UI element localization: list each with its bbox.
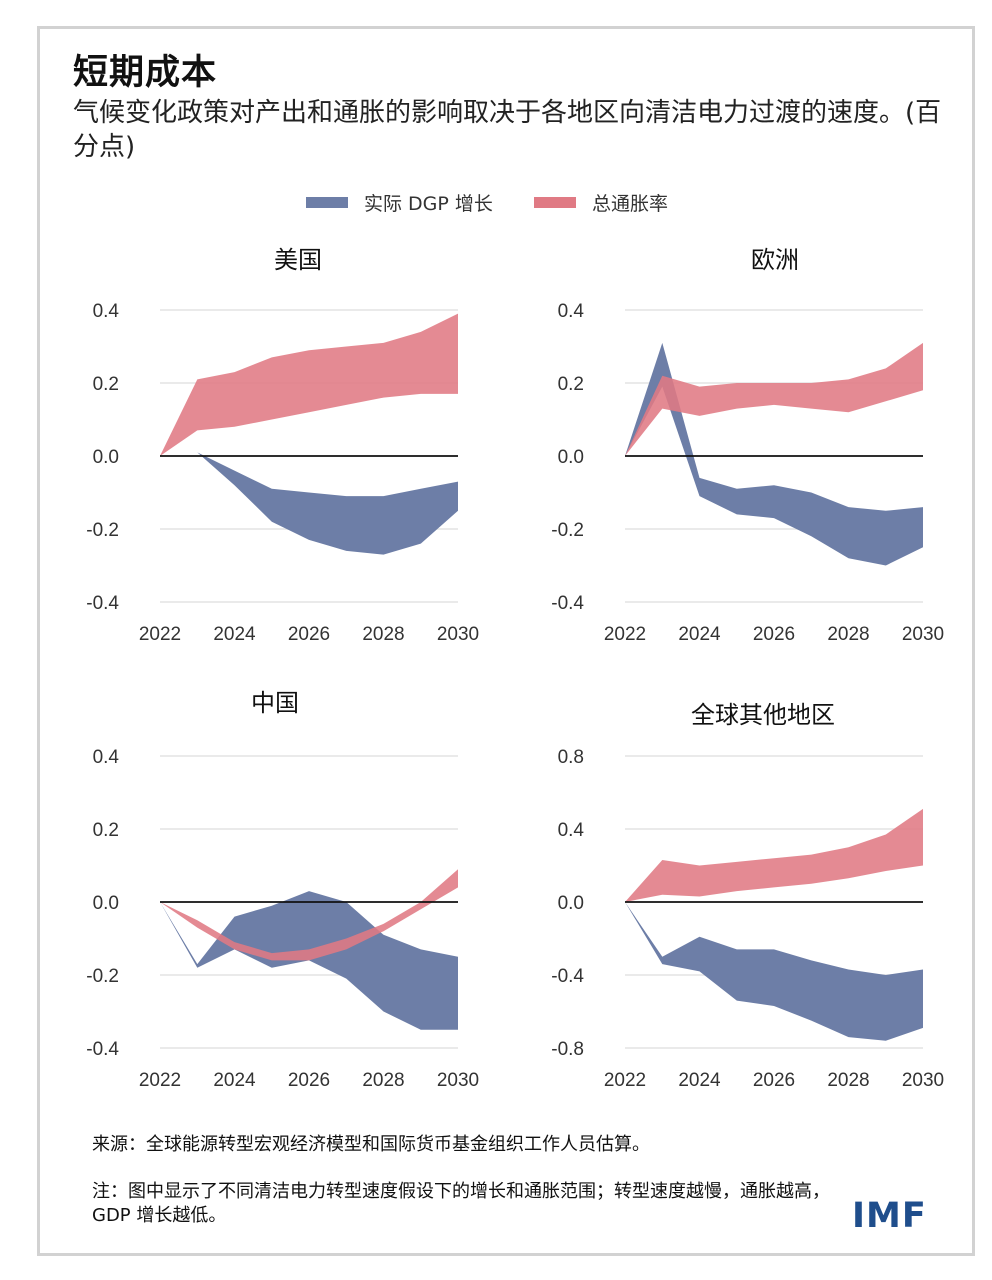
x-tick-label: 2030: [437, 1070, 479, 1091]
y-tick-label: -0.4: [551, 593, 584, 614]
legend-label-inflation: 总通胀率: [592, 192, 669, 215]
y-tick-label: -0.4: [86, 593, 119, 614]
band-gdp: [625, 342, 923, 566]
x-tick-label: 2028: [827, 624, 869, 645]
legend-label-gdp: 实际 DGP 增长: [364, 192, 493, 215]
legend-item-gdp: 实际 DGP 增长: [306, 188, 493, 216]
band-gdp: [625, 902, 923, 1041]
band-inflation: [625, 342, 923, 456]
x-tick-label: 2022: [604, 624, 646, 645]
y-tick-label: -0.4: [551, 966, 584, 987]
x-tick-label: 2026: [753, 1070, 795, 1091]
y-tick-label: 0.4: [93, 747, 120, 768]
y-tick-label: -0.2: [86, 520, 119, 541]
band-gdp: [160, 891, 458, 1030]
panel-title: 美国: [274, 246, 322, 274]
y-tick-label: 0.4: [558, 301, 585, 322]
x-tick-label: 2028: [362, 624, 404, 645]
x-tick-label: 2028: [362, 1070, 404, 1091]
y-tick-label: 0.4: [558, 820, 585, 841]
panel-china: 中国 -0.4 -0.2 0.0 0.2 0.4 2022 2024 2026 2028 2030: [86, 689, 479, 1091]
x-tick-label: 2022: [604, 1070, 646, 1091]
legend-item-inflation: 总通胀率: [534, 188, 668, 216]
chart-subtitle: 气候变化政策对产出和通胀的影响取决于各地区向清洁电力过渡的速度。(百分点): [73, 98, 942, 162]
x-tick-label: 2024: [213, 1070, 256, 1091]
y-tick-label: 0.2: [93, 374, 119, 395]
y-tick-label: 0.0: [93, 447, 119, 468]
legend-swatch-inflation: [534, 196, 576, 208]
y-tick-label: 0.2: [558, 374, 584, 395]
x-tick-label: 2024: [678, 624, 721, 645]
panel-title: 中国: [251, 689, 299, 717]
band-inflation: [160, 313, 458, 456]
x-tick-label: 2030: [437, 624, 479, 645]
panel-rest-of-world: 全球其他地区 -0.8 -0.4 0.0 0.4 0.8 2022 2024 2026 2028 2…: [551, 701, 944, 1091]
y-tick-label: 0.4: [93, 301, 120, 322]
figure-frame: [37, 26, 975, 1256]
band-inflation: [625, 808, 923, 902]
source-note: 来源：全球能源转型宏观经济模型和国际货币基金组织工作人员估算。: [92, 1134, 650, 1155]
legend-swatch-gdp: [306, 196, 348, 208]
y-tick-label: 0.8: [558, 747, 584, 768]
x-tick-label: 2024: [678, 1070, 721, 1091]
imf-logo: IMF: [852, 1196, 927, 1236]
y-tick-label: -0.8: [551, 1039, 584, 1060]
x-tick-label: 2024: [213, 624, 256, 645]
chart-title: 短期成本: [73, 53, 218, 93]
panel-us: 美国 -0.4 -0.2 0.0 0.2 0.4 2022 2024 2026 2028 2030: [86, 246, 479, 645]
y-tick-label: 0.0: [558, 893, 584, 914]
y-tick-label: -0.2: [86, 966, 119, 987]
panel-europe: 欧洲 -0.4 -0.2 0.0 0.2 0.4 2022 2024 2026 2028 2030: [551, 246, 944, 645]
y-tick-label: 0.0: [558, 447, 584, 468]
footnote: 注：图中显示了不同清洁电力转型速度假设下的增长和通胀范围；转型速度越慢，通胀越高…: [92, 1181, 830, 1226]
panel-title: 全球其他地区: [691, 701, 835, 729]
x-tick-label: 2022: [139, 1070, 181, 1091]
y-tick-label: 0.2: [93, 820, 119, 841]
x-tick-label: 2022: [139, 624, 181, 645]
x-tick-label: 2030: [902, 624, 944, 645]
y-tick-label: -0.2: [551, 520, 584, 541]
band-gdp: [160, 452, 458, 555]
x-tick-label: 2030: [902, 1070, 944, 1091]
x-tick-label: 2026: [288, 624, 330, 645]
y-tick-label: 0.0: [93, 893, 119, 914]
y-tick-label: -0.4: [86, 1039, 119, 1060]
panel-title: 欧洲: [751, 246, 799, 274]
x-tick-label: 2028: [827, 1070, 869, 1091]
x-tick-label: 2026: [753, 624, 795, 645]
x-tick-label: 2026: [288, 1070, 330, 1091]
